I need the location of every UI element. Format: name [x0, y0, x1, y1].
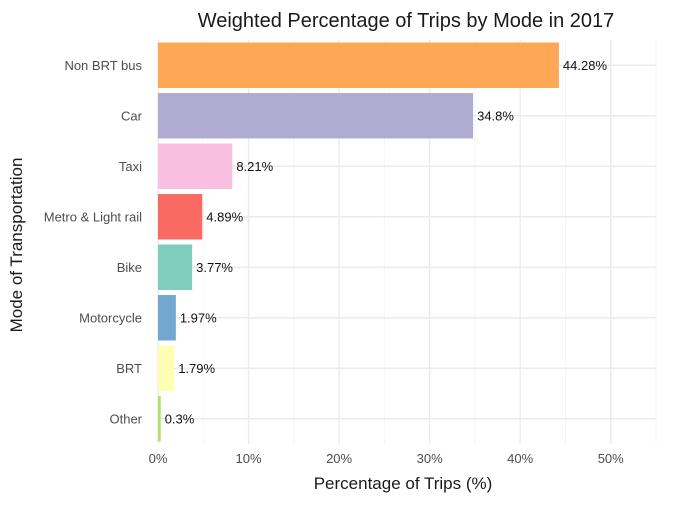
x-tick-label: 50%: [598, 451, 624, 466]
y-tick-label: BRT: [116, 361, 142, 376]
bar: [158, 143, 233, 189]
bar-value-label: 34.8%: [477, 108, 514, 123]
x-axis-title: Percentage of Trips (%): [314, 474, 493, 493]
bar: [158, 396, 161, 442]
y-axis-ticks: Non BRT bus Car Taxi Metro & Light rail Bike…: [44, 58, 143, 427]
y-tick-label: Metro & Light rail: [44, 209, 142, 224]
x-axis-ticks: 0% 10% 20% 30% 40% 50%: [149, 451, 625, 466]
bar-value-label: 44.28%: [563, 58, 608, 73]
bar: [158, 194, 203, 240]
bar-value-label: 1.79%: [178, 361, 215, 376]
y-tick-label: Non BRT bus: [64, 58, 142, 73]
y-tick-label: Car: [121, 108, 143, 123]
bar: [158, 295, 176, 341]
y-tick-label: Bike: [117, 260, 142, 275]
x-tick-label: 10%: [236, 451, 262, 466]
x-tick-label: 30%: [417, 451, 443, 466]
x-tick-label: 20%: [326, 451, 352, 466]
bar-value-label: 1.97%: [180, 310, 217, 325]
x-tick-label: 40%: [507, 451, 533, 466]
y-tick-label: Motorcycle: [79, 310, 142, 325]
data-labels: 44.28% 34.8% 8.21% 4.89% 3.77% 1.97% 1.79% 0.3%: [165, 58, 608, 427]
y-axis-title: Mode of Transportation: [7, 158, 26, 333]
bar-value-label: 3.77%: [196, 260, 233, 275]
bar: [158, 244, 193, 290]
bars: [158, 42, 559, 442]
bar-value-label: 0.3%: [165, 411, 195, 426]
bar-value-label: 4.89%: [206, 209, 243, 224]
chart-title: Weighted Percentage of Trips by Mode in …: [198, 10, 615, 32]
y-tick-label: Taxi: [119, 159, 142, 174]
bar: [158, 93, 474, 139]
bar: [158, 345, 175, 391]
x-tick-label: 0%: [149, 451, 168, 466]
bar: [158, 42, 559, 88]
y-tick-label: Other: [109, 411, 142, 426]
bar-value-label: 8.21%: [236, 159, 273, 174]
